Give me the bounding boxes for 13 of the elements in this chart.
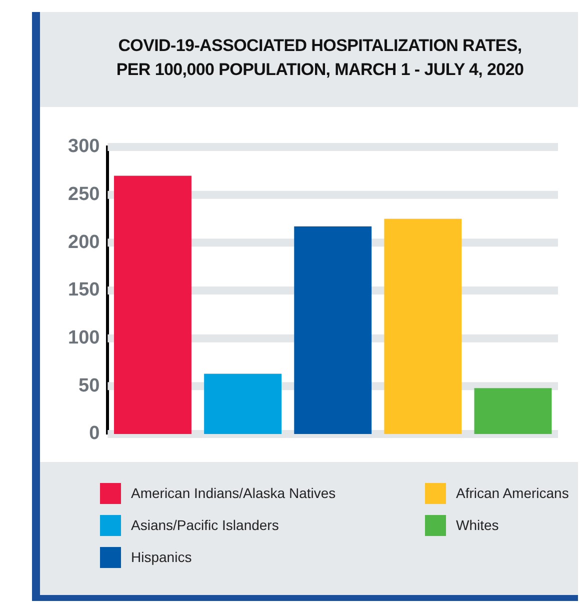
legend-label: American Indians/Alaska Natives	[131, 485, 336, 501]
y-tick-label: 250	[68, 184, 100, 206]
legend-label: Whites	[456, 517, 499, 533]
y-tick-label: 300	[68, 136, 100, 158]
legend-label: Asians/Pacific Islanders	[131, 517, 279, 533]
y-tick-label: 200	[68, 232, 100, 253]
y-tick-label: 0	[89, 423, 100, 444]
legend-label: Hispanics	[131, 549, 192, 565]
y-tick-label: 50	[78, 375, 100, 396]
legend-label: African Americans	[456, 485, 569, 501]
chart-title: COVID-19-ASSOCIATED HOSPITALIZATION RATES, PER 100,000 POPULATION, MARCH 1 - JULY 4, 2020	[115, 35, 525, 81]
y-tick-label: 100	[68, 328, 100, 349]
y-tick-label: 150	[68, 280, 100, 301]
